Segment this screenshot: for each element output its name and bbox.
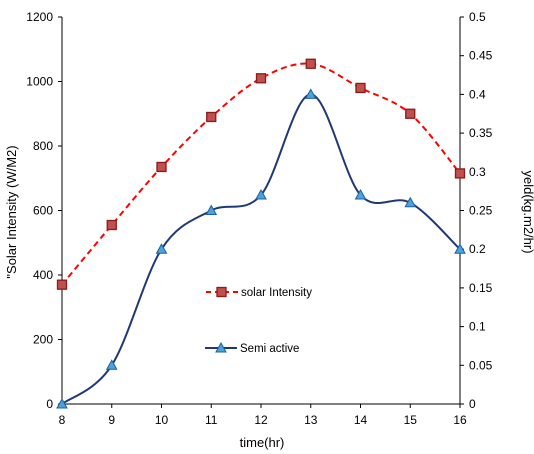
data-point-solar-intensity	[355, 82, 366, 94]
series-layer	[56, 58, 466, 409]
data-point-solar-intensity	[255, 73, 267, 84]
x-tick-label: 11	[205, 413, 218, 427]
data-point-semi-active	[205, 204, 218, 215]
y-left-tick-label: 400	[33, 268, 53, 282]
x-tick-label: 10	[155, 413, 169, 427]
data-point-semi-active	[105, 359, 118, 370]
series-line-solar-intensity	[61, 62, 461, 286]
data-point-solar-intensity	[56, 279, 68, 290]
y-right-tick-label: 0	[469, 397, 476, 411]
y-left-tick-label: 800	[33, 139, 53, 153]
y-left-tick-label: 1200	[26, 10, 53, 24]
x-tick-label: 15	[404, 413, 418, 427]
series-semi-active	[56, 88, 466, 409]
y-right-tick-label: 0.05	[469, 358, 493, 372]
y-left-tick-label: 600	[33, 204, 53, 218]
legend-entry-solar-intensity: solar Intensity	[206, 286, 312, 299]
x-tick-label: 12	[254, 413, 268, 427]
y-right-tick-label: 0.3	[469, 165, 486, 179]
legend-entry-semi-active: Semi active	[205, 341, 299, 355]
x-tick-label: 16	[453, 413, 467, 427]
legend-label-solar-intensity: solar Intensity	[241, 287, 312, 299]
y-right-tick-label: 0.4	[469, 87, 486, 101]
data-point-solar-intensity	[305, 58, 316, 69]
data-point-semi-active	[155, 243, 168, 254]
series-line-semi-active	[61, 93, 461, 405]
y-right-tick-label: 0.15	[469, 281, 493, 295]
data-point-solar-intensity	[156, 161, 167, 173]
x-tick-label: 14	[354, 413, 368, 427]
y-left-axis-title: "Solar Intensity (W/M2)	[4, 145, 19, 278]
y-right-tick-label: 0.35	[469, 126, 493, 140]
y-left-tick-label: 200	[33, 333, 53, 347]
series-solar-intensity	[56, 58, 466, 290]
y-right-tick-label: 0.1	[469, 320, 486, 334]
y-left-tick-label: 1000	[26, 75, 53, 89]
y-right-tick-label: 0.45	[469, 49, 493, 63]
legend-marker-semi-active	[215, 341, 227, 353]
y-left-tick-label: 0	[46, 397, 53, 411]
y-right-tick-label: 0.5	[469, 10, 486, 24]
x-axis-title: time(hr)	[240, 435, 285, 450]
data-point-semi-active	[304, 88, 317, 99]
x-tick-label: 8	[59, 413, 66, 427]
data-point-semi-active	[454, 243, 466, 254]
y-right-tick-label: 0.25	[469, 204, 493, 218]
y-right-axis-title: yeld(kg.m2/hr)	[521, 170, 534, 253]
data-point-semi-active	[56, 397, 68, 409]
legend-marker-solar-intensity	[216, 286, 227, 298]
data-point-semi-active	[404, 196, 417, 208]
y-right-ticks: 0 0.05 0.1 0.15 0.2 0.25 0.3 0.35 0.4 0.45 0.5	[460, 10, 493, 411]
data-point-solar-intensity	[106, 219, 117, 231]
legend-label-semi-active: Semi active	[240, 343, 299, 355]
data-point-semi-active	[354, 188, 367, 200]
y-left-ticks: 0 200 400 600 800 1000 1200	[26, 10, 62, 411]
x-ticks: 8 9 10 11 12 13 14 15 16	[59, 404, 467, 427]
y-right-tick-label: 0.2	[469, 242, 486, 256]
x-tick-label: 13	[304, 413, 318, 427]
data-point-solar-intensity	[405, 108, 416, 119]
data-point-semi-active	[255, 188, 267, 200]
x-tick-label: 9	[108, 413, 115, 427]
data-point-solar-intensity	[206, 111, 217, 123]
legend: solar Intensity Semi active	[205, 286, 312, 355]
data-point-solar-intensity	[454, 168, 466, 179]
